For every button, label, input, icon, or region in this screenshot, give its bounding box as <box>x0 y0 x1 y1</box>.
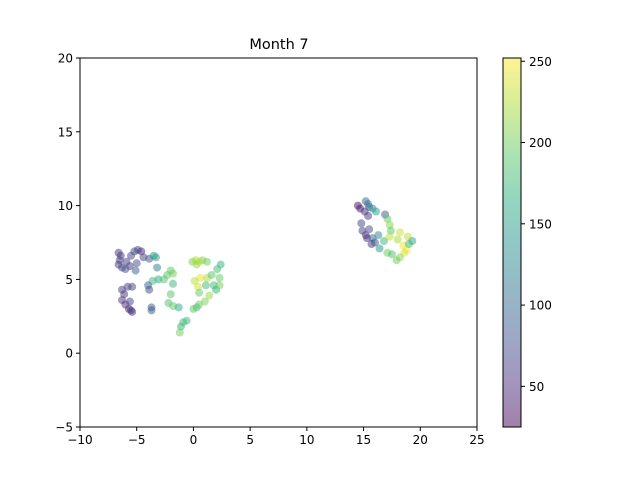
data-point <box>147 306 156 315</box>
data-point <box>364 211 373 220</box>
y-axis-ticks: −5 0 5 10 15 20 <box>55 52 80 435</box>
data-point <box>169 279 177 288</box>
data-point <box>370 238 379 247</box>
data-point <box>387 250 396 259</box>
data-point <box>189 304 198 313</box>
colorbar-tick-label: 150 <box>529 217 552 231</box>
x-axis-ticks: −10 −5 0 5 10 15 20 25 <box>67 427 485 447</box>
x-tick-label: 5 <box>246 433 254 447</box>
y-tick-label: 20 <box>58 52 73 66</box>
colorbar-tick-label: 250 <box>529 55 552 69</box>
data-point <box>374 231 383 240</box>
data-point <box>216 260 225 269</box>
data-point <box>385 232 394 241</box>
y-tick-label: −5 <box>55 421 73 435</box>
data-point <box>182 316 191 325</box>
x-tick-label: 15 <box>356 433 371 447</box>
data-point <box>192 260 201 269</box>
data-point <box>215 281 224 290</box>
data-point <box>395 228 404 237</box>
data-point <box>385 220 394 229</box>
data-point <box>357 219 366 228</box>
data-point <box>392 256 401 265</box>
colorbar-tick-label: 200 <box>529 136 552 150</box>
data-point <box>194 282 202 291</box>
y-tick-label: 15 <box>58 125 73 139</box>
data-point <box>375 244 384 253</box>
data-point <box>195 288 204 297</box>
data-point <box>203 257 211 266</box>
x-tick-label: 10 <box>299 433 314 447</box>
data-point <box>174 303 183 312</box>
x-tick-label: 25 <box>469 433 484 447</box>
data-point <box>205 291 214 300</box>
x-tick-label: 0 <box>190 433 198 447</box>
data-point <box>152 253 160 262</box>
data-point <box>153 263 162 272</box>
colorbar <box>503 58 521 427</box>
x-tick-label: 20 <box>413 433 428 447</box>
data-point <box>393 235 402 244</box>
data-point <box>404 240 413 248</box>
data-point <box>175 328 184 337</box>
chart-title: Month 7 <box>249 37 308 53</box>
x-tick-label: −5 <box>128 433 146 447</box>
data-point <box>363 234 371 243</box>
y-tick-label: 10 <box>58 199 73 213</box>
data-point <box>121 265 130 274</box>
colorbar-tick-label: 100 <box>529 299 552 313</box>
data-point <box>372 207 380 216</box>
y-tick-label: 5 <box>65 273 73 287</box>
data-point <box>365 225 374 234</box>
x-tick-label: −10 <box>67 433 92 447</box>
data-point <box>190 276 199 285</box>
y-tick-label: 0 <box>65 347 73 361</box>
data-point <box>207 271 216 279</box>
colorbar-ticks: 50 100 150 200 250 <box>521 55 552 394</box>
data-point <box>169 269 177 278</box>
plot-area-frame <box>79 57 478 428</box>
data-point <box>201 281 210 290</box>
data-point <box>386 226 395 235</box>
data-point <box>166 290 175 299</box>
data-point <box>128 307 137 316</box>
data-point <box>132 259 141 268</box>
data-point <box>380 237 388 245</box>
data-point <box>125 297 134 306</box>
data-point <box>128 282 137 291</box>
colorbar-frame <box>502 57 522 428</box>
data-point <box>145 285 154 294</box>
data-point <box>131 266 140 275</box>
colorbar-tick-label: 50 <box>529 380 544 394</box>
data-points <box>114 197 417 337</box>
data-point <box>215 273 224 282</box>
